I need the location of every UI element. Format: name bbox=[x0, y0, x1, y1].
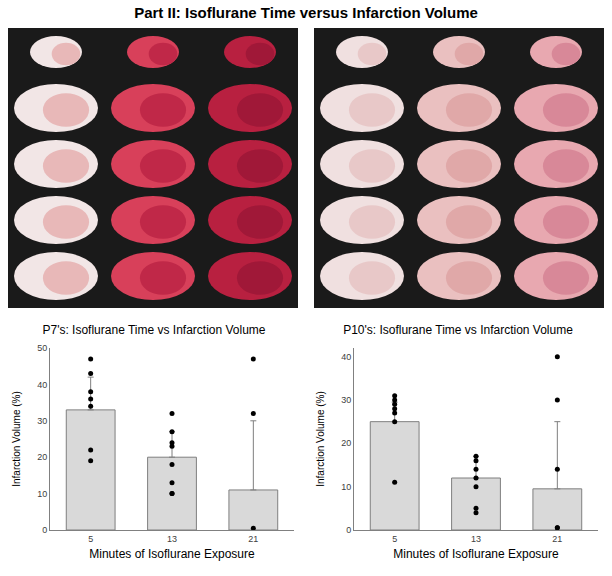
svg-text:Minutes of Isoflurane Exposure: Minutes of Isoflurane Exposure bbox=[89, 547, 255, 561]
svg-text:40: 40 bbox=[37, 380, 47, 390]
svg-text:0: 0 bbox=[42, 525, 47, 535]
svg-text:5: 5 bbox=[88, 534, 93, 544]
svg-text:P10's: Isoflurane Time vs Infa: P10's: Isoflurane Time vs Infarction Vol… bbox=[343, 323, 573, 337]
svg-text:21: 21 bbox=[552, 534, 562, 544]
svg-text:10: 10 bbox=[37, 489, 47, 499]
svg-text:Infarction Volume (%): Infarction Volume (%) bbox=[11, 391, 22, 487]
svg-text:21: 21 bbox=[248, 534, 258, 544]
svg-text:5: 5 bbox=[392, 534, 397, 544]
svg-text:30: 30 bbox=[341, 395, 351, 405]
html-text:Part II: Isoflurane Time versu: Part II: Isoflurane Time versus Infarcti… bbox=[134, 4, 478, 21]
svg-text:20: 20 bbox=[37, 452, 47, 462]
svg-text:20: 20 bbox=[341, 438, 351, 448]
svg-text:0: 0 bbox=[346, 525, 351, 535]
svg-text:13: 13 bbox=[471, 534, 481, 544]
svg-text:50: 50 bbox=[37, 343, 47, 353]
svg-text:30: 30 bbox=[37, 416, 47, 426]
svg-text:40: 40 bbox=[341, 352, 351, 362]
svg-text:Infarction Volume (%): Infarction Volume (%) bbox=[315, 391, 326, 487]
svg-text:10: 10 bbox=[341, 482, 351, 492]
svg-text:13: 13 bbox=[167, 534, 177, 544]
svg-text:Minutes of Isoflurane Exposure: Minutes of Isoflurane Exposure bbox=[393, 547, 559, 561]
svg-text:P7's: Isoflurane Time vs Infar: P7's: Isoflurane Time vs Infarction Volu… bbox=[42, 323, 265, 337]
